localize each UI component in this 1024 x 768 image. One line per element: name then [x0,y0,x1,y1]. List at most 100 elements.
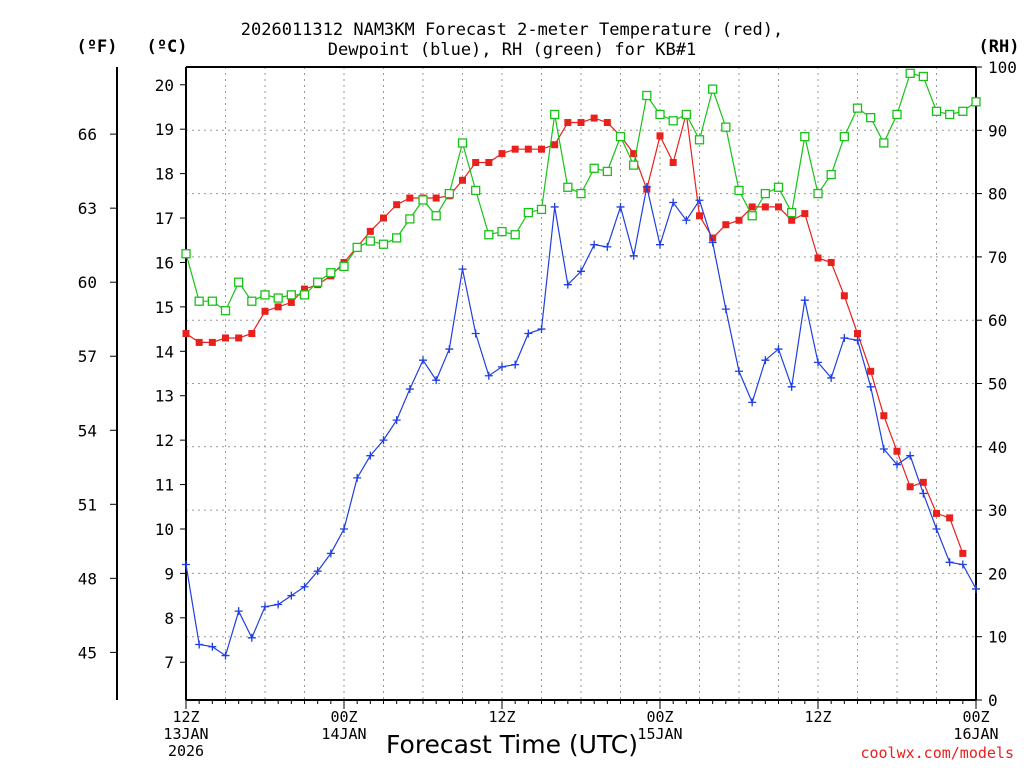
fahrenheit-tick-label: 66 [78,125,97,144]
temperature-point [472,159,480,167]
temperature-point [577,119,585,127]
grid-lines [186,67,976,700]
celsius-tick-label: 20 [155,76,174,95]
rh-point [405,214,415,224]
celsius-tick-label: 17 [155,209,174,228]
rh-tick-label: 90 [988,121,1007,140]
temperature-point [406,194,414,202]
time-tick-label: 00Z [962,708,989,726]
dewpoint-point [708,238,717,247]
dewpoint-point [603,242,612,251]
rh-point [194,296,204,306]
dewpoint-point [550,202,559,211]
dewpoint-point [695,196,704,205]
dewpoint-point [629,251,638,260]
time-tick-label: 12Z [488,708,515,726]
dewpoint-point [590,240,599,249]
dewpoint-point [932,524,941,533]
dewpoint-point [313,567,322,576]
rh-point [352,242,362,253]
rh-series [181,68,981,316]
dewpoint-point [721,305,730,314]
dewpoint-point [893,460,901,469]
dewpoint-point [787,382,796,391]
rh-point [826,169,836,180]
rh-point [273,293,283,303]
time-tick-label: 15JAN [637,725,682,743]
rh-point [800,131,810,142]
dewpoint-point [866,382,875,391]
celsius-tick-label: 15 [155,298,174,317]
dewpoint-point [537,325,546,334]
rh-point [326,268,336,278]
rh-point [563,182,573,192]
dewpoint-point [274,600,283,609]
temperature-point [630,150,638,158]
dewpoint-point [853,336,862,345]
rh-point [694,135,705,145]
dewpoint-point [840,333,849,342]
rh-tick-label: 80 [988,185,1007,204]
dewpoint-point [735,367,743,376]
temperature-point [564,119,572,127]
celsius-tick-label: 14 [155,342,174,361]
dewpoint-point [577,267,585,276]
fahrenheit-tick-label: 57 [78,347,97,366]
fahrenheit-tick-label: 54 [78,421,97,440]
temperature-point [287,298,295,306]
credit-link[interactable]: coolwx.com/models [860,744,1014,762]
celsius-tick-label: 16 [155,253,174,272]
temperature-point [919,478,927,486]
dewpoint-series [182,182,980,660]
dewpoint-point [761,356,770,365]
rh-point [234,277,244,287]
rh-point [708,84,718,94]
rh-point [247,296,257,306]
temperature-point [893,447,901,455]
dewpoint-point [682,216,691,225]
temperature-point [801,210,809,218]
rh-point [260,290,270,300]
rh-tick-label: 50 [988,375,1007,394]
dewpoint-point [300,582,309,591]
rh-point [313,277,323,287]
temperature-point [709,234,717,242]
temperature-point [775,203,782,211]
rh-point [536,204,547,215]
dewpoint-point [419,356,427,365]
temperature-series [182,110,967,557]
dewpoint-point [366,451,375,460]
dewpoint-point [432,376,441,385]
fahrenheit-tick-label: 60 [78,273,97,292]
temperature-point [761,203,769,211]
chart-title-line-1: 2026011312 NAM3KM Forecast 2-meter Tempe… [240,20,784,40]
rh-point [879,138,889,148]
temperature-point [603,119,611,127]
temperature-point [590,114,598,122]
rh-tick-label: 10 [988,628,1007,647]
time-tick-label: 00Z [646,708,673,726]
dewpoint-point [511,360,520,369]
temperature-point [933,509,940,517]
rh-point [220,306,231,316]
dewpoint-point [261,602,269,611]
rh-point [760,188,770,199]
rh-point [642,90,652,101]
dewpoint-point [498,362,506,371]
rh-point [747,211,757,221]
rh-point [497,226,507,237]
celsius-tick-label: 9 [164,564,174,583]
rh-point [484,230,494,240]
temperature-point [696,212,703,220]
temperature-point [959,549,967,557]
rh-point [299,290,310,300]
temperature-point [669,159,677,167]
rh-point [286,290,296,300]
celsius-unit-label: (ºC) [147,37,188,57]
celsius-tick-label: 13 [155,387,174,406]
celsius-tick-label: 18 [155,165,174,184]
temperature-point [788,216,796,224]
rh-point [892,109,902,120]
time-tick-label: 14JAN [321,725,366,743]
fahrenheit-tick-label: 45 [78,643,97,662]
